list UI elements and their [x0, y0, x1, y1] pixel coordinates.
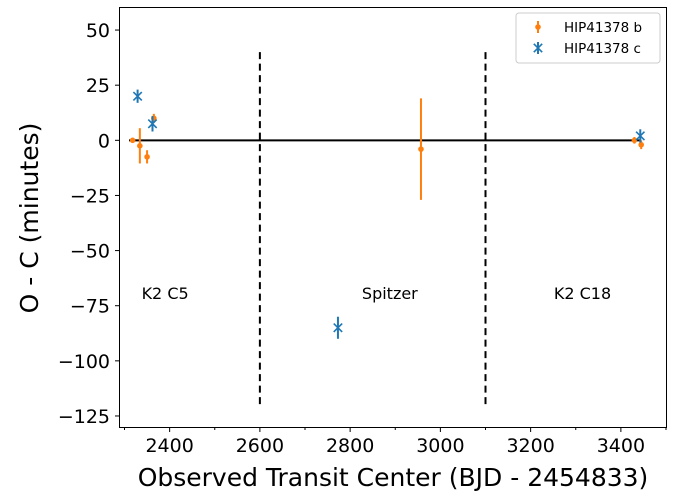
y-tick-label-2: 0 — [98, 130, 110, 152]
legend-label-0: HIP41378 b — [564, 20, 642, 36]
y-tick-label-5: −75 — [70, 296, 110, 318]
data-point-s0-1 — [137, 143, 143, 149]
legend: HIP41378 b HIP41378 c — [515, 12, 661, 64]
data-point-s0-4 — [418, 146, 424, 152]
y-tick-label-7: −125 — [58, 406, 110, 428]
x-tick-label-5: 3400 — [597, 435, 645, 457]
y-tick-label-1: 25 — [86, 75, 110, 97]
data-point-s0-2 — [144, 154, 150, 160]
region-label-0: K2 C5 — [142, 284, 189, 303]
region-label-1: Spitzer — [362, 284, 418, 303]
x-tick-label-3: 3000 — [416, 435, 464, 457]
y-tick-label-0: 50 — [86, 20, 110, 42]
data-point-s1-1 — [147, 119, 158, 129]
data-point-s1-2 — [333, 322, 343, 333]
data-point-s1-3 — [635, 131, 646, 141]
x-tick-label-4: 3200 — [506, 435, 554, 457]
tick-labels: 2400 2600 2800 3000 3200 3400 50 25 0 −25 −50 −75 −1… — [58, 20, 645, 457]
y-tick-label-6: −100 — [58, 351, 110, 373]
x-tick-label-2: 2800 — [326, 435, 374, 457]
data-point-s0-0 — [129, 137, 136, 144]
legend-marker-1 — [533, 43, 543, 53]
x-tick-label-1: 2600 — [236, 435, 284, 457]
data-point-s0-6 — [638, 141, 644, 148]
region-labels: K2 C5 Spitzer K2 C18 — [142, 284, 612, 303]
legend-marker-0 — [535, 24, 541, 30]
legend-box — [515, 12, 661, 64]
data-series — [129, 89, 646, 339]
data-point-s0-5 — [631, 137, 638, 144]
y-tick-label-4: −50 — [70, 241, 110, 263]
legend-label-1: HIP41378 c — [564, 41, 641, 57]
region-label-2: K2 C18 — [554, 284, 611, 303]
reference-lines — [129, 52, 642, 405]
x-axis-label: Observed Transit Center (BJD - 2454833) — [138, 463, 649, 492]
data-point-s1-0 — [132, 91, 143, 101]
y-tick-label-3: −25 — [70, 185, 110, 207]
plot-frame — [119, 7, 667, 428]
x-tick-label-0: 2400 — [145, 435, 193, 457]
y-axis-label: O - C (minutes) — [15, 123, 44, 314]
